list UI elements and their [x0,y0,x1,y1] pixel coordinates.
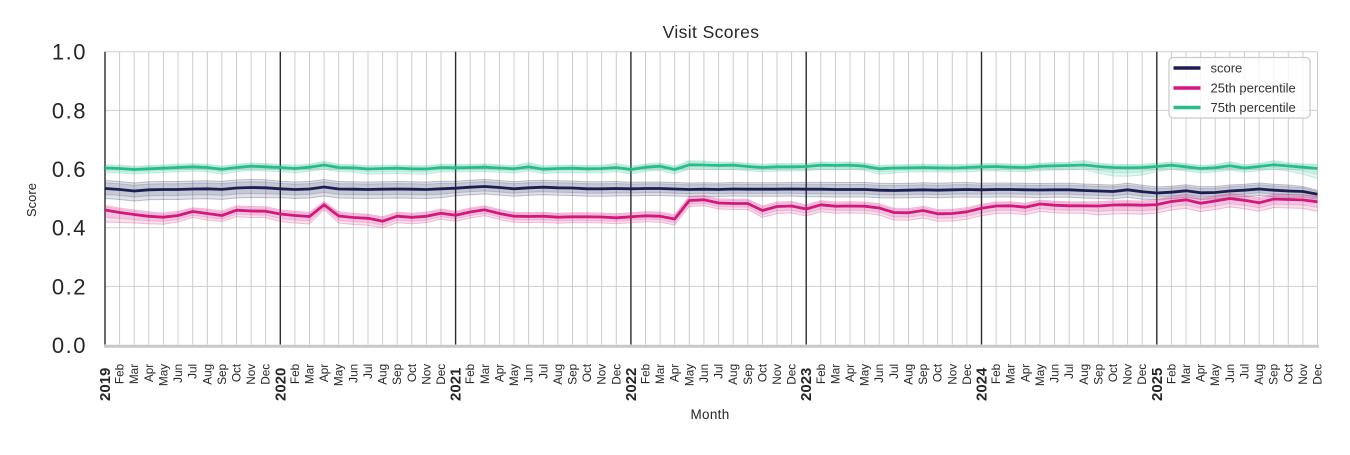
svg-text:Apr: Apr [492,364,506,382]
svg-text:Nov: Nov [770,364,784,385]
svg-text:Nov: Nov [244,364,258,385]
svg-text:Oct: Oct [580,363,594,382]
svg-text:Apr: Apr [1194,364,1208,382]
svg-text:Apr: Apr [142,364,156,382]
svg-text:Feb: Feb [639,363,653,384]
svg-text:Feb: Feb [1164,363,1178,384]
svg-text:Aug: Aug [726,364,740,385]
svg-text:Dec: Dec [434,364,448,385]
svg-text:0.4: 0.4 [52,216,87,241]
svg-text:Jul: Jul [536,364,550,379]
svg-text:0.2: 0.2 [52,274,87,299]
svg-text:Sep: Sep [916,363,930,384]
svg-text:Nov: Nov [1121,364,1135,385]
svg-text:Apr: Apr [843,364,857,382]
svg-text:Mar: Mar [1179,364,1193,384]
svg-text:Feb: Feb [463,363,477,384]
svg-text:2020: 2020 [272,368,289,401]
svg-text:Jun: Jun [697,364,711,383]
svg-text:May: May [156,364,170,386]
svg-text:Dec: Dec [785,364,799,385]
svg-text:Sep: Sep [1091,363,1105,384]
svg-text:Jul: Jul [186,364,200,379]
svg-text:Oct: Oct [1281,363,1295,382]
svg-text:Jun: Jun [522,364,536,383]
svg-text:Aug: Aug [902,364,916,385]
svg-text:May: May [1033,364,1047,386]
svg-text:Mar: Mar [303,364,317,384]
svg-text:Dec: Dec [960,364,974,385]
svg-text:Oct: Oct [931,363,945,382]
svg-text:Aug: Aug [551,364,565,385]
svg-text:Apr: Apr [1018,364,1032,382]
svg-text:Dec: Dec [1311,364,1325,385]
svg-text:2022: 2022 [623,368,640,401]
svg-text:Mar: Mar [653,364,667,384]
svg-text:Feb: Feb [814,363,828,384]
svg-text:Mar: Mar [1004,364,1018,384]
svg-text:Month: Month [690,407,729,422]
svg-text:Jul: Jul [1238,364,1252,379]
svg-text:Mar: Mar [127,364,141,384]
svg-text:Jun: Jun [171,364,185,383]
svg-text:Mar: Mar [478,364,492,384]
svg-text:75th percentile: 75th percentile [1211,100,1296,115]
svg-text:2023: 2023 [798,368,815,401]
svg-text:Visit Scores: Visit Scores [663,22,760,42]
svg-text:Jul: Jul [361,364,375,379]
svg-text:2021: 2021 [448,368,465,401]
svg-text:Sep: Sep [741,363,755,384]
svg-text:Mar: Mar [828,364,842,384]
svg-text:Jun: Jun [1223,364,1237,383]
svg-text:Dec: Dec [1135,364,1149,385]
svg-text:Jun: Jun [346,364,360,383]
svg-text:0.0: 0.0 [52,333,87,358]
svg-text:Oct: Oct [230,363,244,382]
svg-text:Score: Score [24,183,39,217]
svg-text:May: May [507,364,521,386]
svg-text:25th percentile: 25th percentile [1211,81,1296,96]
svg-text:Aug: Aug [200,364,214,385]
svg-text:Sep: Sep [215,363,229,384]
svg-text:Feb: Feb [989,363,1003,384]
svg-text:May: May [858,364,872,386]
svg-text:Nov: Nov [595,364,609,385]
svg-text:Nov: Nov [419,364,433,385]
svg-text:Nov: Nov [1296,364,1310,385]
svg-text:May: May [682,364,696,386]
svg-text:Jul: Jul [1062,364,1076,379]
svg-text:2019: 2019 [97,368,114,401]
svg-text:May: May [1208,364,1222,386]
svg-text:Aug: Aug [1252,364,1266,385]
svg-text:2025: 2025 [1149,368,1166,401]
svg-text:Apr: Apr [317,364,331,382]
svg-text:0.6: 0.6 [52,157,87,182]
svg-text:Dec: Dec [609,364,623,385]
svg-text:Aug: Aug [376,364,390,385]
svg-text:May: May [332,364,346,386]
svg-text:score: score [1211,61,1243,76]
svg-text:2024: 2024 [974,367,991,401]
svg-text:Jul: Jul [887,364,901,379]
svg-text:Oct: Oct [405,363,419,382]
svg-text:1.0: 1.0 [52,40,87,65]
svg-text:Feb: Feb [113,363,127,384]
svg-text:Dec: Dec [259,364,273,385]
svg-text:Jul: Jul [712,364,726,379]
svg-text:Feb: Feb [288,363,302,384]
svg-text:Nov: Nov [945,364,959,385]
svg-text:Aug: Aug [1077,364,1091,385]
svg-text:Oct: Oct [755,363,769,382]
svg-text:Jun: Jun [1048,364,1062,383]
svg-text:Oct: Oct [1106,363,1120,382]
svg-text:0.8: 0.8 [52,98,87,123]
svg-text:Jun: Jun [872,364,886,383]
svg-text:Sep: Sep [1267,363,1281,384]
svg-text:Sep: Sep [566,363,580,384]
svg-text:Sep: Sep [390,363,404,384]
svg-text:Apr: Apr [668,364,682,382]
